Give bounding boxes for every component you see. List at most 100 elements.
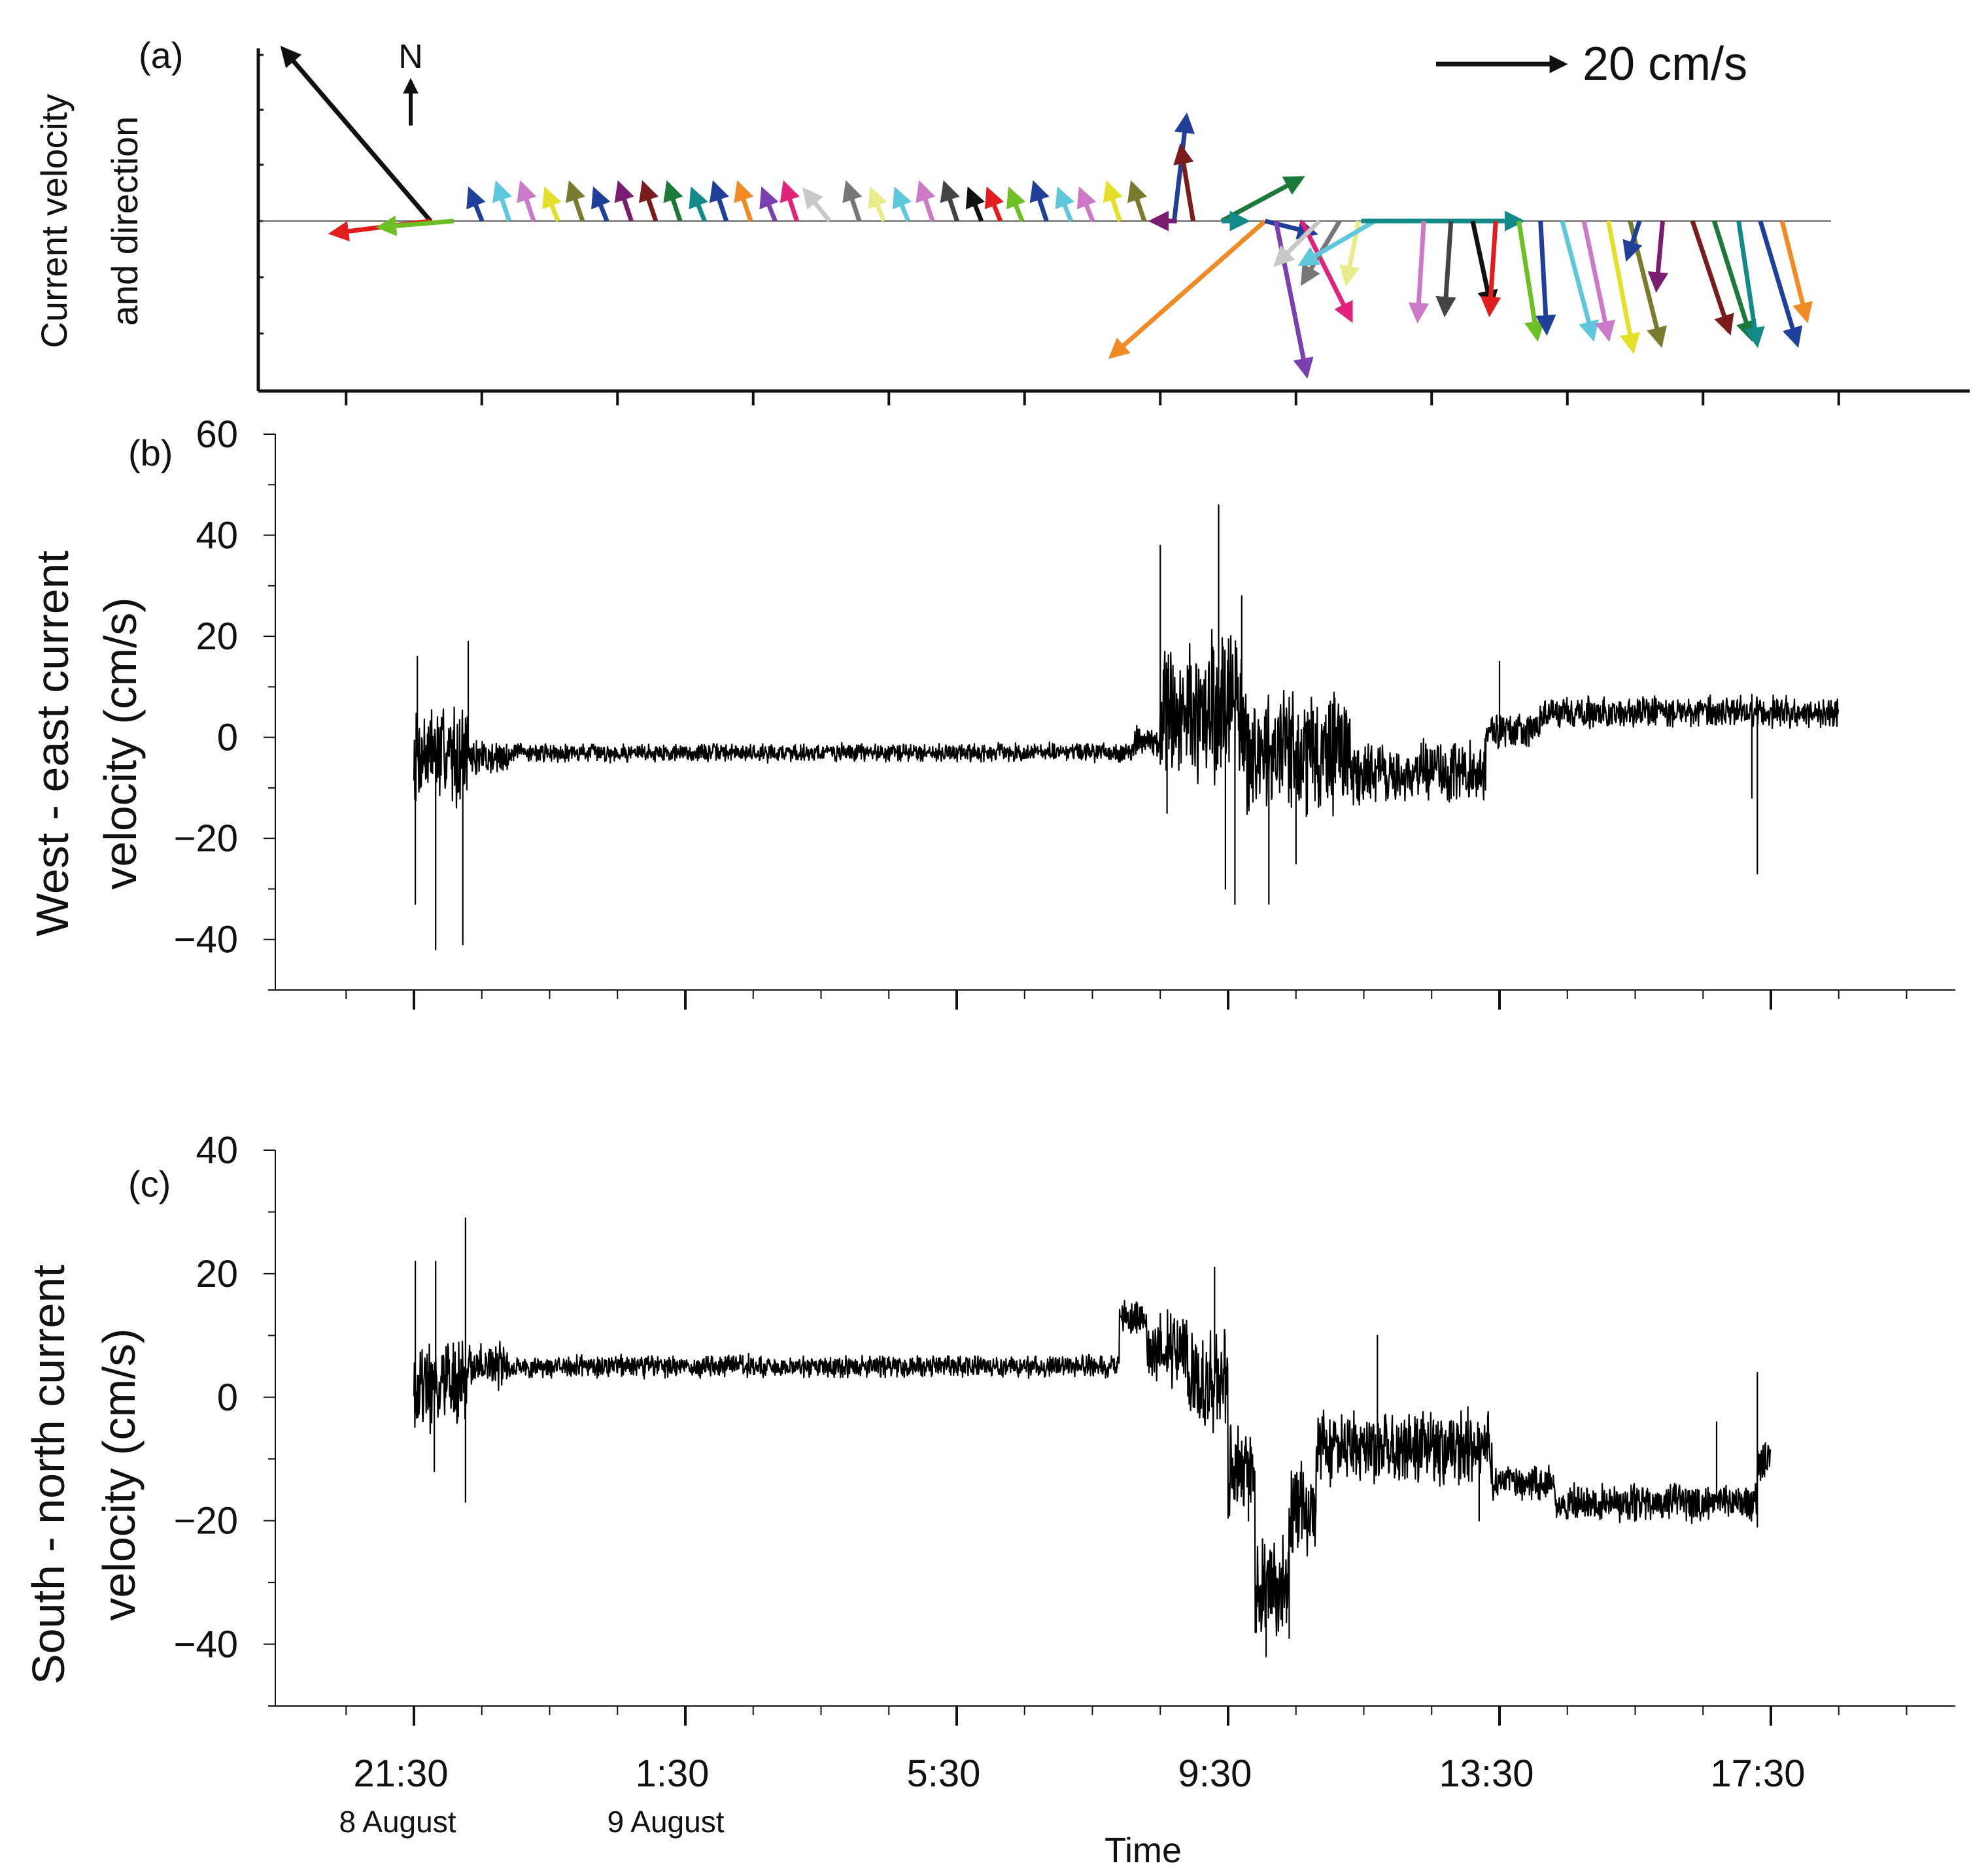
x-tick-label: 21:30 [353, 1752, 448, 1795]
current-vector-arrow [492, 180, 512, 222]
current-vector-arrow [1560, 220, 1599, 342]
x-tick-label: 9:30 [1178, 1752, 1252, 1795]
panel-b-tag: (b) [128, 432, 173, 473]
current-vector-arrow [663, 180, 683, 222]
current-vector-arrow [802, 187, 832, 223]
panel-a-vectors [280, 46, 1813, 379]
panel-a-y-ticks [258, 54, 264, 335]
scale-label: 20 cm/s [1583, 38, 1747, 90]
x-tick-label: 13:30 [1439, 1752, 1534, 1795]
current-vector-arrow [1647, 220, 1669, 293]
panel-a-ylabel-line-1: Current velocity [33, 94, 75, 348]
x-axis-title: Time [1105, 1831, 1182, 1870]
x-tick-label: 1:30 [636, 1752, 710, 1795]
current-vector-arrow [1006, 186, 1026, 222]
current-vector-arrow [542, 186, 562, 222]
panel-a: (a) Current velocity and direction N 20 … [33, 35, 1970, 405]
x-tick-label: 5:30 [907, 1752, 981, 1795]
panel-c-ylabel-line-2: velocity (cm/s) [94, 1328, 145, 1620]
y-tick-label: −20 [174, 817, 238, 860]
current-vector-arrow [1736, 220, 1765, 349]
current-vector-arrow [1299, 220, 1353, 324]
current-vector-arrow [984, 186, 1004, 222]
current-vector-arrow [1173, 143, 1195, 222]
y-tick-label: 40 [196, 515, 238, 557]
current-vector-arrow [1581, 220, 1615, 342]
scale-indicator: 20 cm/s [1436, 38, 1747, 90]
current-vector-arrow [466, 186, 486, 222]
north-indicator: N [398, 38, 423, 126]
current-vector-arrow [1273, 219, 1321, 267]
panel-c-ylabel-line-1: South - north current [23, 1265, 74, 1684]
north-label: N [398, 38, 423, 76]
panel-a-ylabel: Current velocity and direction [33, 94, 145, 348]
current-vector-arrow [375, 215, 454, 237]
panel-b-ylabel-line-2: velocity (cm/s) [95, 597, 146, 889]
current-vector-arrow [1127, 180, 1147, 222]
current-vector-arrow [734, 180, 754, 222]
panel-a-tag: (a) [139, 35, 183, 76]
y-tick-label: 40 [196, 1129, 238, 1172]
current-vector-arrow [1103, 180, 1123, 222]
current-vector-arrow [916, 180, 936, 222]
current-vector-arrow [614, 180, 634, 222]
panel-c: (c) South - north current velocity (cm/s… [23, 1129, 1955, 1870]
current-vector-arrow [689, 186, 708, 222]
current-vector-arrow [965, 186, 985, 222]
y-tick-label: 0 [217, 717, 238, 759]
current-vector-arrow [1171, 112, 1195, 222]
current-vector-arrow [709, 180, 729, 222]
panel-c-series-line [413, 1217, 1772, 1658]
current-vector-arrow [1220, 176, 1305, 224]
panel-c-ylabel: South - north current velocity (cm/s) [23, 1265, 145, 1684]
panel-b-x-ticks [345, 990, 1908, 1010]
y-tick-label: 20 [196, 1253, 238, 1295]
current-vector-arrow [1480, 220, 1501, 318]
current-vector-arrow [868, 186, 887, 222]
current-vector-arrow [1606, 220, 1640, 354]
y-tick-label: −40 [174, 919, 238, 961]
current-vector-arrow [1535, 220, 1556, 336]
current-vector-arrow [566, 180, 585, 222]
current-vector-arrow [1029, 180, 1050, 222]
y-tick-label: 20 [196, 615, 238, 658]
date-label-9-august: 9 August [607, 1805, 724, 1839]
time-tick-labels: 21:30 1:30 5:30 9:30 13:30 17:30 [353, 1752, 1805, 1795]
panel-b-ylabel-line-1: West - east current [27, 551, 78, 936]
current-vector-arrow [1779, 220, 1813, 324]
panel-b-series-line [413, 504, 1840, 951]
current-vector-arrow [759, 186, 779, 222]
current-vector-arrow [892, 186, 912, 222]
current-vector-arrow [1470, 220, 1498, 311]
current-vector-arrow [1108, 219, 1267, 359]
y-tick-label: 60 [196, 413, 238, 456]
panel-b: (b) West - east current velocity (cm/s) … [27, 413, 1955, 1010]
current-vector-arrow [1517, 220, 1545, 342]
x-tick-label: 17:30 [1710, 1752, 1805, 1795]
panel-c-y-ticks: −40 −20 0 20 40 [174, 1129, 275, 1707]
current-vector-arrow [517, 180, 537, 222]
y-tick-label: 0 [217, 1376, 238, 1419]
panel-a-ylabel-line-2: and direction [104, 116, 145, 326]
current-vector-arrow [1273, 220, 1314, 379]
current-vector-arrow [1622, 220, 1643, 262]
panel-c-tag: (c) [128, 1163, 171, 1204]
current-vector-arrow [1435, 220, 1456, 318]
panel-b-y-ticks: −40 −20 0 20 40 60 [174, 413, 275, 991]
current-vector-arrow [1758, 220, 1803, 349]
current-vector-arrow [591, 186, 611, 222]
current-vector-arrow [1055, 186, 1074, 222]
panel-a-x-ticks [345, 391, 1840, 405]
current-vector-arrow [1408, 220, 1430, 324]
current-vector-arrow [1297, 218, 1377, 266]
panel-c-x-ticks [345, 1706, 1908, 1726]
y-tick-label: −40 [174, 1624, 238, 1666]
y-tick-label: −20 [174, 1500, 238, 1543]
current-vector-arrow [639, 180, 659, 222]
panel-b-ylabel: West - east current velocity (cm/s) [27, 551, 146, 936]
current-vector-arrow [1711, 220, 1757, 342]
current-vector-arrow [280, 46, 433, 223]
current-vector-arrow [842, 180, 863, 222]
current-vector-arrow [940, 180, 960, 222]
